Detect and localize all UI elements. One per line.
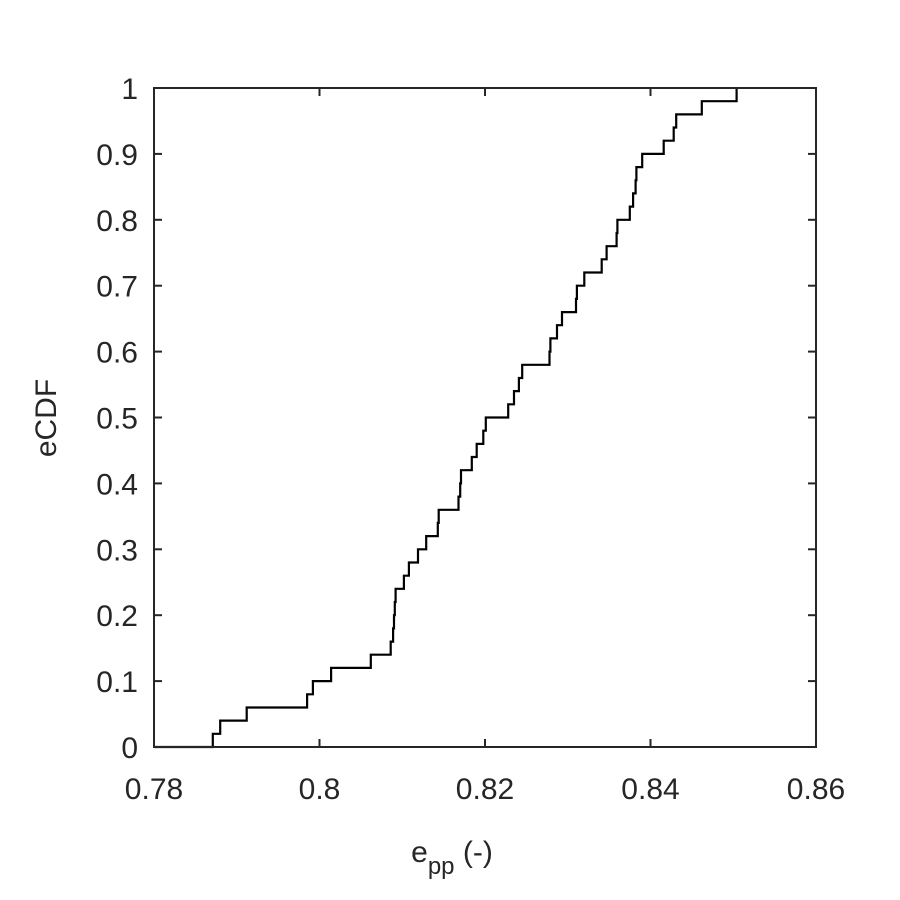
y-tick-label: 1 xyxy=(121,73,138,106)
y-tick-label: 0.9 xyxy=(96,139,138,172)
x-tick-label: 0.84 xyxy=(621,773,679,806)
x-tick-label: 0.78 xyxy=(125,773,183,806)
axes-frame xyxy=(153,87,817,748)
tick-labels: 0.78 0.8 0.82 0.84 0.86 0 0.1 0.2 0.3 0.4 0.5 0.6 0.… xyxy=(96,73,845,806)
y-tick-label: 0.2 xyxy=(96,600,138,633)
y-tick-label: 0.6 xyxy=(96,337,138,370)
ecdf-step-line xyxy=(154,88,738,749)
y-tick-label: 0.5 xyxy=(96,403,138,436)
x-tick-label: 0.8 xyxy=(299,773,341,806)
x-axis-label-main: e xyxy=(411,836,428,869)
y-tick-label: 0.8 xyxy=(96,205,138,238)
y-tick-label: 0.7 xyxy=(96,271,138,304)
y-tick-label: 0.3 xyxy=(96,534,138,567)
x-axis-label: epp (-) xyxy=(411,836,493,880)
x-axis-label-subscript: pp xyxy=(428,853,455,880)
y-tick-label: 0.4 xyxy=(96,468,138,501)
x-tick-label: 0.86 xyxy=(787,773,845,806)
x-tick-label: 0.82 xyxy=(456,773,514,806)
x-axis-label-suffix: (-) xyxy=(455,836,493,869)
y-tick-label: 0 xyxy=(121,732,138,765)
y-tick-label: 0.1 xyxy=(96,666,138,699)
y-axis-label: eCDF xyxy=(30,379,63,457)
